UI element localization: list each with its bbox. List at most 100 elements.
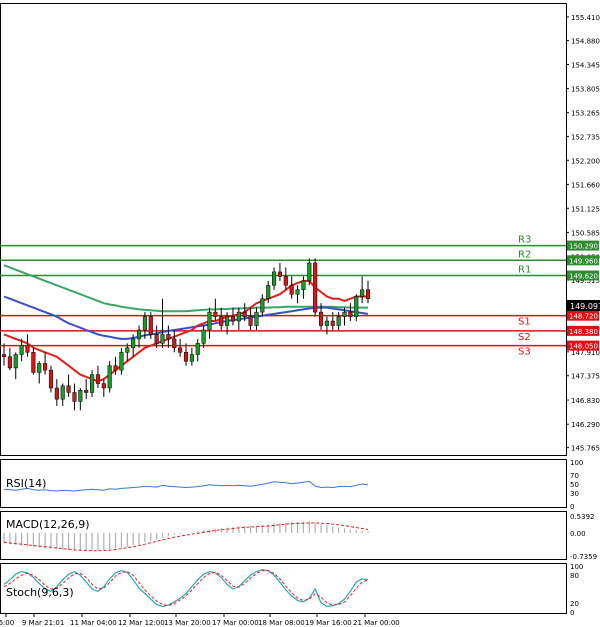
macd-plot xyxy=(3,521,369,552)
rsi-tick-label: 30 xyxy=(570,490,579,498)
candle-bear xyxy=(230,316,236,322)
level-name-s3: S3 xyxy=(518,347,531,358)
time-tick-label: 11 Mar 04:00 xyxy=(70,619,117,627)
price-panel: R3 R2 R1 S1 S2 S3 155.410 154.880 154.345 153.80… xyxy=(0,3,600,456)
level-tag-bg xyxy=(567,310,599,321)
candle-bull xyxy=(37,363,42,373)
time-tick-label: 19 Mar 16:00 xyxy=(305,619,352,627)
candle-bull xyxy=(90,374,95,393)
level-name-s1: S1 xyxy=(518,317,531,328)
level-name-s2: S2 xyxy=(518,332,531,343)
candle-bull xyxy=(125,347,130,353)
level-tag-bg xyxy=(567,325,599,336)
candle-bull xyxy=(119,352,124,371)
candle-bear xyxy=(172,338,177,349)
time-tick-label: 18 Mar 08:00 xyxy=(258,619,305,627)
ma-blue-line xyxy=(3,295,369,340)
candle-bull xyxy=(324,320,329,326)
rsi-tick-label: 70 xyxy=(570,472,579,480)
candle-bear xyxy=(348,311,353,317)
time-tick-label: 12 Mar 12:00 xyxy=(118,619,165,627)
price-tick-label: 153.805 xyxy=(571,86,600,94)
candle-bear xyxy=(219,316,224,326)
candle-bull xyxy=(301,280,306,291)
candle-bear xyxy=(54,387,59,400)
macd-label: MACD(12,26,9) xyxy=(6,518,90,531)
macd-tick-label: -0.7359 xyxy=(570,553,597,561)
candle-bull xyxy=(195,343,200,355)
support-resistance-levels: R3 R2 R1 S1 S2 S3 xyxy=(0,235,566,358)
level-tag-r2: 149.960 xyxy=(569,257,598,265)
time-tick-label: 13 Mar 20:00 xyxy=(164,619,211,627)
candle-bull xyxy=(107,365,112,389)
candle-bear xyxy=(113,365,118,371)
candle-bear xyxy=(31,352,36,373)
candle-bull xyxy=(354,296,359,317)
candle-bull xyxy=(236,311,241,322)
price-tick-label: 150.585 xyxy=(571,229,600,237)
macd-axis: 0.5392 0.00 -0.7359 xyxy=(570,513,597,561)
price-tick-label: 147.910 xyxy=(571,349,600,357)
level-tag-bg xyxy=(567,240,599,251)
level-name-r1: R1 xyxy=(518,264,531,275)
candle-bear xyxy=(25,345,30,353)
candle-bear xyxy=(148,316,153,335)
price-tick-label: 146.830 xyxy=(571,397,600,405)
candle-bull xyxy=(207,311,212,331)
candle-bull xyxy=(78,390,83,402)
candle-bull xyxy=(272,271,277,286)
level-tag-s1: 148.720 xyxy=(569,313,598,321)
candle-bear xyxy=(154,334,159,344)
candle-bull xyxy=(136,329,142,340)
current-price-label: 149.097 xyxy=(570,302,600,311)
candle-bull xyxy=(295,289,300,295)
candle-bull xyxy=(142,316,147,331)
price-axis: 155.410 154.880 154.345 153.805 153.265 152.7… xyxy=(566,14,600,453)
ma-green-line xyxy=(3,264,368,313)
candle-bear xyxy=(242,311,247,317)
candle-bear xyxy=(277,271,282,277)
candle-bear xyxy=(213,311,218,317)
price-tick-label: 145.765 xyxy=(571,445,600,453)
candle-bull xyxy=(266,285,271,299)
candle-bear xyxy=(1,354,7,358)
candle-bear xyxy=(365,289,371,299)
candle-bear xyxy=(72,392,77,402)
stoch-label: Stoch(9,6,3) xyxy=(6,586,74,599)
candle-bear xyxy=(283,276,288,286)
stoch-plot xyxy=(3,569,369,608)
price-tick-label: 152.200 xyxy=(571,157,600,165)
rsi-plot xyxy=(3,480,369,492)
time-tick-label: 9 Mar 21:01 xyxy=(22,619,64,627)
macd-tick-label: 0.00 xyxy=(570,530,586,538)
stoch-tick-label: 100 xyxy=(570,563,583,571)
candle-bear xyxy=(95,374,100,384)
stoch-tick-label: 20 xyxy=(570,600,579,608)
macd-tick-label: 0.5392 xyxy=(570,513,595,521)
price-tick-label: 154.345 xyxy=(571,62,600,70)
candle-bull xyxy=(189,354,194,362)
candle-bear xyxy=(66,385,71,393)
price-tick-label: 146.290 xyxy=(571,421,600,429)
level-price-tags: 150.290 149.960 149.620 148.720 148.380 148.0… xyxy=(567,240,599,351)
candle-bull xyxy=(254,311,259,326)
stoch-tick-label: 0 xyxy=(570,609,574,617)
candle-bull xyxy=(201,329,206,344)
candle-bull xyxy=(131,338,136,349)
rsi-tick-label: 0 xyxy=(570,503,574,511)
candle-bull xyxy=(336,316,341,326)
candle-bear xyxy=(7,356,12,369)
price-tick-label: 149.515 xyxy=(571,277,600,285)
price-panel-frame xyxy=(0,3,567,456)
rsi-line xyxy=(3,480,369,492)
level-name-r2: R2 xyxy=(518,249,531,260)
candle-bull xyxy=(13,354,18,369)
level-tag-bg xyxy=(567,340,599,351)
rsi-tick-label: 100 xyxy=(570,459,583,467)
candle-bear xyxy=(183,352,189,362)
macd-panel: 0.5392 0.00 -0.7359 MACD(12,26,9) xyxy=(0,511,597,561)
candle-bear xyxy=(313,262,318,313)
